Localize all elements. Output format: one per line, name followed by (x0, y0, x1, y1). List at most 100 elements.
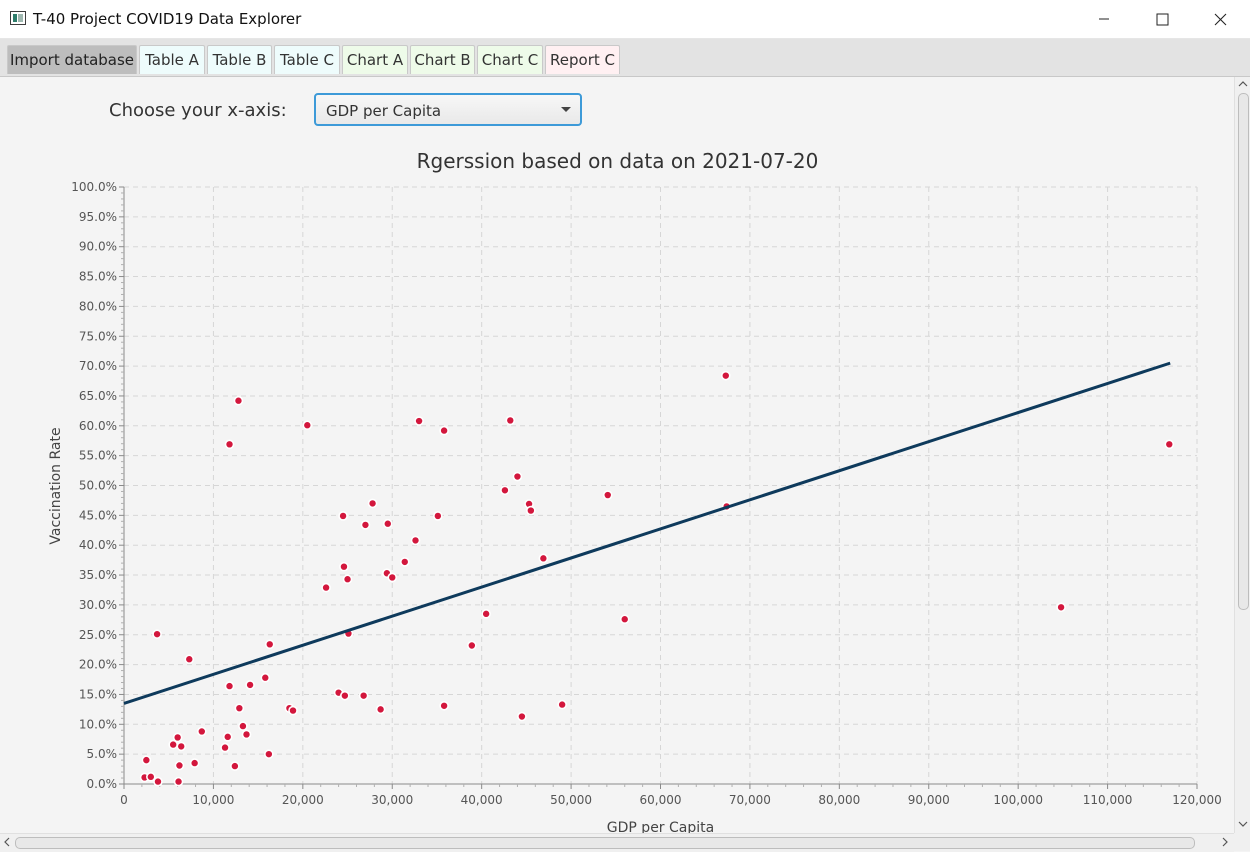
x-tick-label: 100,000 (993, 793, 1043, 807)
tab-label: Chart C (481, 51, 539, 69)
data-point (224, 439, 235, 450)
data-point (517, 711, 527, 722)
y-tick-label: 30.0% (79, 598, 117, 612)
scroll-up-icon[interactable] (1235, 77, 1250, 91)
data-point (264, 749, 274, 759)
y-tick-label: 75.0% (79, 329, 117, 343)
xaxis-select[interactable]: GDP per Capita (314, 93, 582, 126)
data-point (234, 703, 245, 713)
y-tick-label: 80.0% (79, 299, 117, 313)
data-point (184, 654, 195, 665)
y-tick-label: 35.0% (79, 568, 117, 582)
data-point (410, 535, 421, 546)
data-point (172, 732, 183, 743)
data-point (414, 416, 424, 426)
y-axis-title: Vaccination Rate (48, 427, 64, 544)
data-point (526, 505, 536, 516)
horizontal-scrollbar[interactable] (0, 833, 1234, 852)
tab-chart-a[interactable]: Chart A (342, 45, 408, 74)
y-tick-label: 65.0% (79, 389, 117, 403)
y-tick-label: 0.0% (87, 777, 118, 791)
chart-title: Rgerssion based on data on 2021-07-20 (417, 149, 819, 173)
tab-chart-b[interactable]: Chart B (410, 45, 475, 74)
tab-import-database[interactable]: Import database (7, 45, 137, 74)
xaxis-chooser-label: Choose your x-axis: (109, 100, 287, 121)
x-tick-label: 90,000 (908, 793, 950, 807)
data-point (360, 520, 371, 530)
y-tick-label: 95.0% (79, 210, 117, 224)
tab-table-b[interactable]: Table B (207, 45, 272, 74)
tab-label: Chart A (346, 51, 404, 69)
data-point (602, 490, 613, 500)
window-title: T-40 Project COVID19 Data Explorer (33, 10, 302, 28)
data-point (339, 561, 349, 572)
data-point (189, 758, 200, 768)
data-point (538, 553, 549, 564)
close-icon (1214, 13, 1226, 25)
data-point (245, 680, 255, 690)
y-tick-label: 40.0% (79, 538, 117, 552)
y-tick-label: 55.0% (79, 449, 117, 463)
app-icon (10, 11, 26, 25)
data-point (176, 741, 187, 752)
data-point (302, 420, 313, 431)
tab-report-c[interactable]: Report C (545, 45, 620, 74)
tab-label: Chart B (414, 51, 471, 69)
data-point (505, 415, 516, 426)
x-tick-label: 50,000 (550, 793, 592, 807)
y-tick-label: 100.0% (71, 180, 117, 194)
data-point (196, 726, 207, 737)
data-point (512, 471, 523, 482)
x-tick-label: 60,000 (640, 793, 682, 807)
x-tick-label: 10,000 (192, 793, 234, 807)
data-point (367, 498, 378, 509)
tab-chart-c[interactable]: Chart C (477, 45, 543, 74)
scatter-chart: 0.0% 5.0% 10.0% 15.0% 20.0% 25.0% 30.0% 35.0% 40… (48, 149, 1222, 833)
xaxis-select-value: GDP per Capita (326, 102, 442, 120)
tab-table-c[interactable]: Table C (274, 45, 340, 74)
y-tick-label: 50.0% (79, 479, 117, 493)
data-point (141, 755, 152, 765)
x-tick-label: 110,000 (1083, 793, 1133, 807)
minimize-icon (1099, 18, 1109, 20)
data-point (439, 425, 449, 436)
vertical-scroll-thumb[interactable] (1238, 93, 1249, 610)
data-point (433, 511, 443, 521)
tab-label: Import database (9, 51, 135, 69)
maximize-button[interactable] (1133, 0, 1191, 38)
vertical-scrollbar[interactable] (1234, 77, 1250, 833)
tab-label: Table A (145, 51, 199, 69)
data-point (382, 518, 393, 529)
data-point (288, 705, 298, 716)
data-point (168, 739, 178, 750)
x-tick-label: 70,000 (729, 793, 771, 807)
scroll-left-icon[interactable] (0, 834, 14, 850)
scroll-right-icon[interactable] (1218, 834, 1232, 850)
data-point (500, 485, 510, 496)
data-point (439, 700, 449, 711)
data-point (173, 776, 184, 787)
data-point (222, 732, 233, 742)
data-point (338, 511, 348, 521)
y-tick-label: 85.0% (79, 270, 117, 284)
data-point (264, 639, 275, 650)
scroll-down-icon[interactable] (1235, 817, 1250, 831)
data-point (220, 742, 230, 753)
data-point (233, 395, 244, 406)
data-point (238, 721, 248, 731)
x-tick-label: 120,000 (1172, 793, 1222, 807)
regression-line (123, 361, 1171, 705)
x-tick-label: 40,000 (461, 793, 503, 807)
y-tick-label: 20.0% (79, 658, 117, 672)
y-tick-label: 60.0% (79, 419, 117, 433)
close-button[interactable] (1191, 0, 1249, 38)
data-point (467, 640, 477, 651)
x-axis-title: GDP per Capita (607, 820, 714, 833)
minimize-button[interactable] (1075, 0, 1133, 38)
data-point (224, 681, 235, 691)
tab-table-a[interactable]: Table A (139, 45, 205, 74)
horizontal-scroll-thumb[interactable] (15, 837, 1195, 849)
data-point (1164, 439, 1175, 450)
x-tick-label: 0 (120, 793, 128, 807)
maximize-icon (1156, 13, 1168, 25)
